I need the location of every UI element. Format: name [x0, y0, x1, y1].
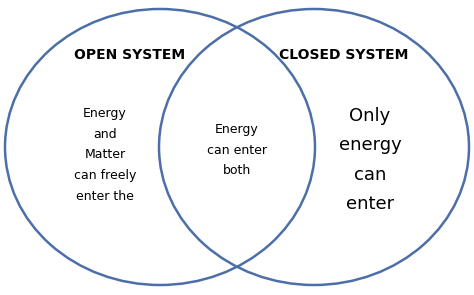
Text: Only
energy
can
enter: Only energy can enter [338, 107, 401, 213]
Text: CLOSED SYSTEM: CLOSED SYSTEM [279, 48, 409, 62]
Text: Energy
and
Matter
can freely
enter the: Energy and Matter can freely enter the [74, 106, 136, 204]
Text: Energy
can enter
both: Energy can enter both [207, 122, 267, 178]
Text: OPEN SYSTEM: OPEN SYSTEM [74, 48, 185, 62]
